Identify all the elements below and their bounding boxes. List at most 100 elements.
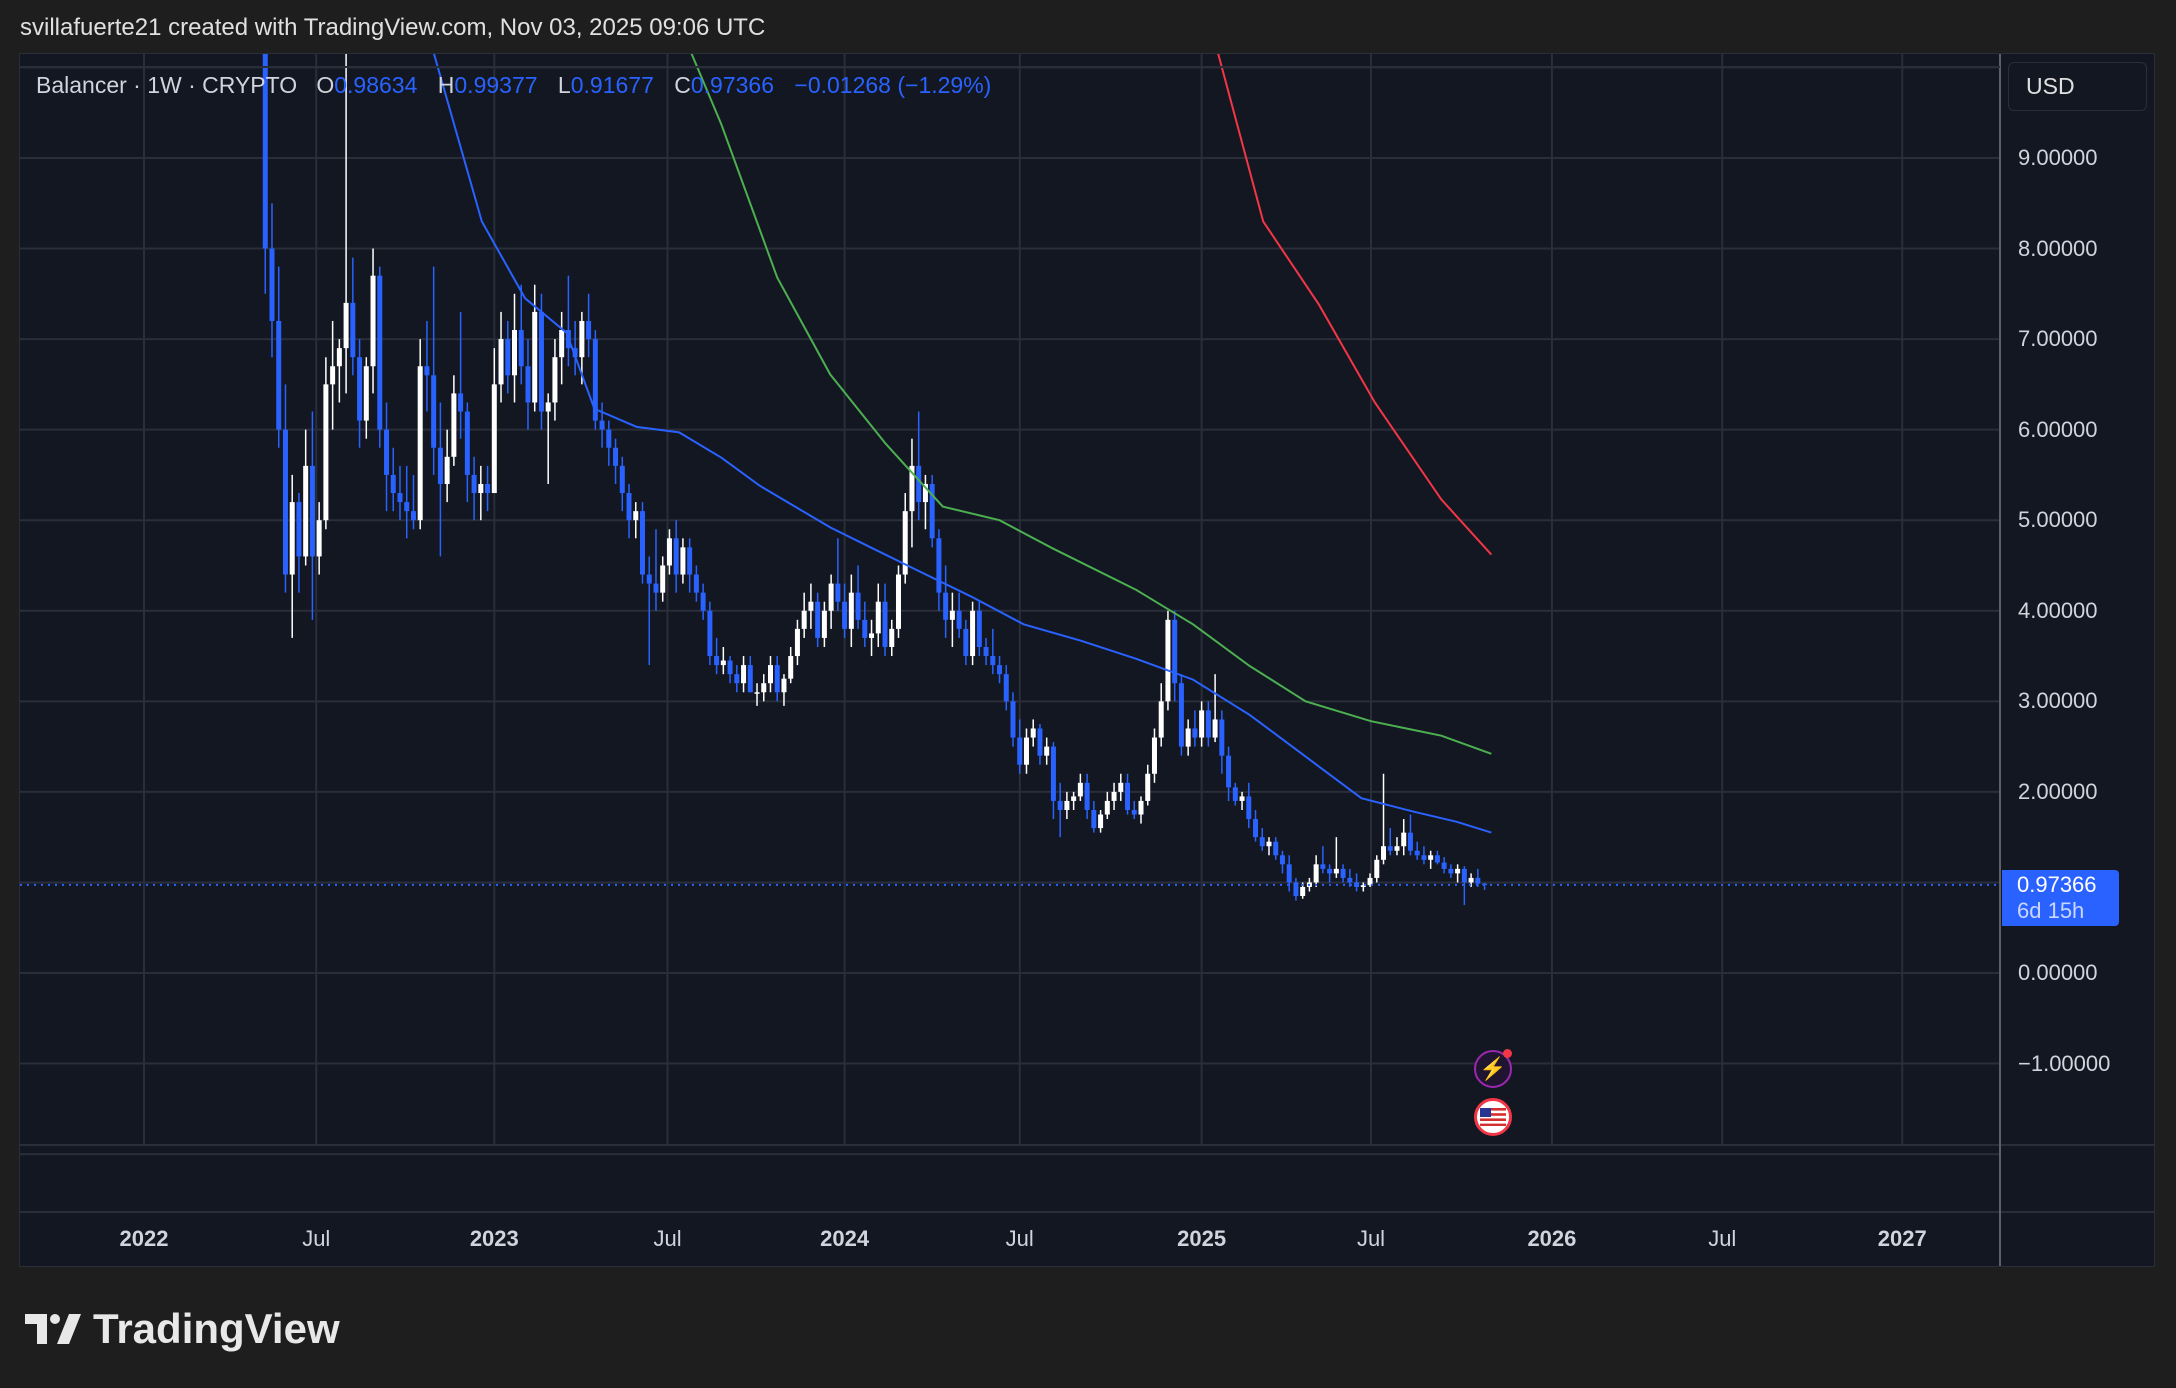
candle-body xyxy=(1071,796,1077,801)
candle-body xyxy=(458,393,464,412)
candle-body xyxy=(875,601,881,634)
candle xyxy=(592,330,598,430)
candle xyxy=(848,574,854,647)
candle-body xyxy=(1010,701,1016,738)
candle xyxy=(1246,782,1252,829)
candle-body xyxy=(1279,855,1285,865)
candle-body xyxy=(956,610,962,629)
candle-body xyxy=(1084,782,1090,810)
candle-body xyxy=(963,628,969,657)
candle-body xyxy=(1226,755,1232,788)
candle xyxy=(680,538,686,584)
candle-body xyxy=(1125,782,1131,810)
candle xyxy=(1381,773,1387,865)
candle-body xyxy=(1145,773,1151,801)
candle xyxy=(1286,855,1292,892)
candle xyxy=(350,257,356,376)
candle xyxy=(410,474,416,530)
candle-body xyxy=(437,447,443,484)
high-value: 0.99377 xyxy=(454,72,538,98)
candle-body xyxy=(579,320,585,358)
candle-body xyxy=(1367,877,1373,886)
candle xyxy=(1050,742,1056,820)
candle-body xyxy=(1313,864,1319,883)
candle-body xyxy=(303,465,309,557)
candle xyxy=(417,339,423,530)
candle-body xyxy=(599,420,605,430)
candle xyxy=(363,357,369,439)
lightning-icon[interactable]: ⚡ xyxy=(1474,1049,1512,1088)
candle-body xyxy=(1253,819,1259,838)
candle-body xyxy=(357,357,363,421)
candle xyxy=(451,375,457,466)
candle xyxy=(572,320,578,376)
candle-body xyxy=(1003,674,1009,702)
candle xyxy=(875,583,881,647)
time-tick-label: 2022 xyxy=(119,1226,169,1251)
candle xyxy=(1199,701,1205,747)
candle-body xyxy=(902,511,908,575)
candle xyxy=(747,656,753,693)
candle-body xyxy=(1239,796,1245,801)
candle xyxy=(970,601,976,666)
candle-body xyxy=(693,574,699,593)
currency-button[interactable]: USD xyxy=(2008,62,2147,111)
symbol-legend: Balancer · 1W · CRYPTO O0.98634 H0.99377… xyxy=(36,72,1005,99)
candle-body xyxy=(862,619,868,638)
candle-body xyxy=(848,592,854,629)
candle-body xyxy=(592,339,598,421)
candle xyxy=(1320,846,1326,874)
candle xyxy=(1044,737,1050,765)
us-flag-icon[interactable] xyxy=(1474,1098,1512,1136)
candle-body xyxy=(1286,864,1292,883)
candle-body xyxy=(1333,868,1339,874)
price-tick-label: 5.00000 xyxy=(2018,507,2098,533)
candle xyxy=(1461,866,1467,906)
candle xyxy=(1293,877,1299,901)
candle xyxy=(1333,837,1339,878)
candle-body xyxy=(1064,800,1070,810)
candle xyxy=(1185,719,1191,756)
candle xyxy=(1279,850,1285,874)
candle xyxy=(633,502,639,539)
moving-average-line xyxy=(690,54,1492,755)
candle xyxy=(639,502,645,584)
candle xyxy=(835,538,841,611)
candle-body xyxy=(922,483,928,503)
candle xyxy=(1394,837,1400,856)
candle-body xyxy=(478,483,484,494)
candle-body xyxy=(424,366,430,376)
tradingview-logo[interactable]: TradingView xyxy=(25,1305,340,1353)
candle-body xyxy=(1131,809,1137,815)
candle xyxy=(309,411,315,620)
candle xyxy=(397,465,403,521)
candle-body xyxy=(1394,846,1400,851)
candle xyxy=(1253,809,1259,842)
open-label: O xyxy=(316,72,335,98)
chart-credit: svillafuerte21 created with TradingView.… xyxy=(20,14,766,41)
last-price-badge: 0.97366 6d 15h xyxy=(2002,870,2119,926)
candle xyxy=(282,384,288,593)
candle-body xyxy=(808,601,814,611)
candle-body xyxy=(821,610,827,638)
candle-body xyxy=(633,511,639,521)
candle-body xyxy=(869,633,875,638)
candle xyxy=(464,402,470,503)
candle-body xyxy=(1192,728,1198,738)
candle-body xyxy=(397,493,403,503)
candle xyxy=(983,637,989,666)
candle xyxy=(794,619,800,666)
symbol-name[interactable]: Balancer · 1W · CRYPTO xyxy=(36,72,298,98)
candle-body xyxy=(1219,719,1225,756)
candle-body xyxy=(586,320,592,340)
close-label: C xyxy=(674,72,691,98)
candle-body xyxy=(262,54,268,249)
candle xyxy=(471,456,477,521)
candle-body xyxy=(1138,800,1144,815)
candle-body xyxy=(646,574,652,584)
candle-body xyxy=(1374,859,1380,878)
bar-countdown: 6d 15h xyxy=(2017,898,2085,923)
candle-body xyxy=(1360,885,1366,887)
candle xyxy=(673,520,679,593)
